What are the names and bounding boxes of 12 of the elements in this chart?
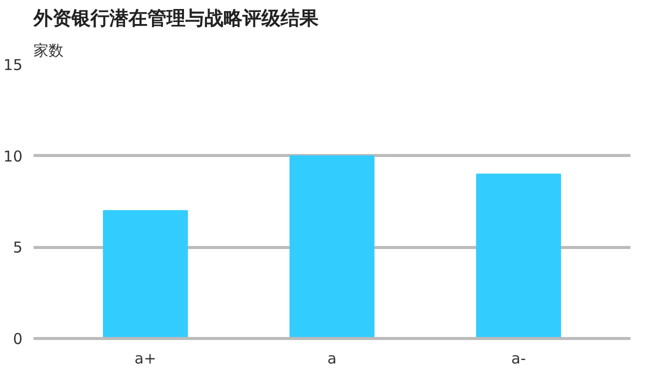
y-tick-label: 15 bbox=[3, 56, 23, 74]
x-tick-label: a bbox=[327, 350, 337, 368]
bar bbox=[102, 210, 188, 338]
chart-title: 外资银行潜在管理与战略评级结果 bbox=[32, 8, 320, 30]
y-tick-label: 0 bbox=[12, 330, 23, 348]
bar bbox=[476, 174, 562, 338]
y-tick-label: 10 bbox=[3, 147, 23, 166]
y-axis-title: 家数 bbox=[34, 42, 64, 60]
bar bbox=[290, 155, 374, 338]
x-tick-label: a+ bbox=[134, 350, 156, 368]
y-tick-label: 5 bbox=[12, 238, 23, 257]
x-tick-label: a- bbox=[511, 350, 526, 368]
